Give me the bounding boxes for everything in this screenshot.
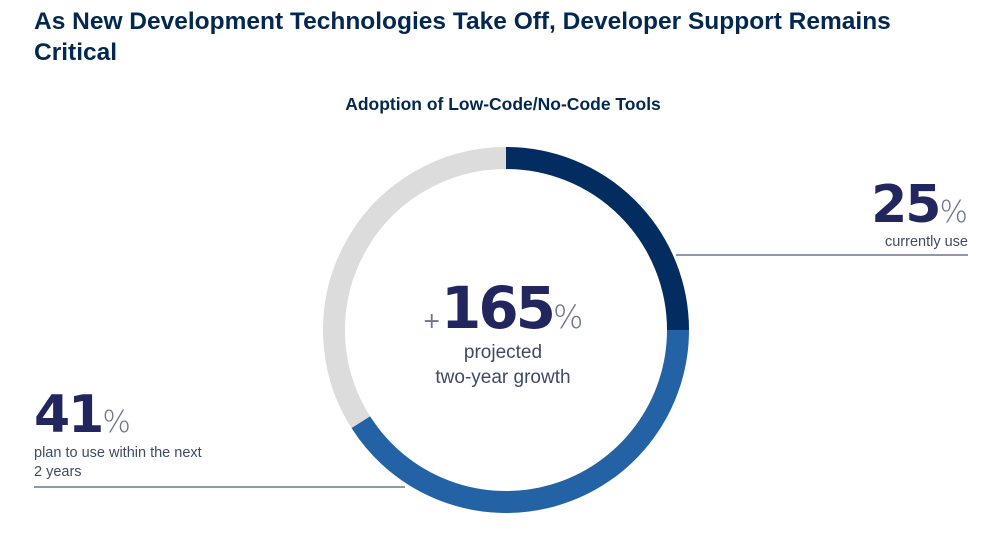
callout-current-unit: % — [939, 195, 968, 230]
callout-currently-use: 25% currently use — [871, 176, 968, 250]
center-caption-line2: two-year growth — [435, 367, 571, 388]
callout-plan-caption: plan to use within the next 2 years — [34, 445, 202, 480]
center-label: +165% projected two-year growth — [380, 276, 626, 390]
page-title: As New Development Technologies Take Off… — [34, 8, 891, 66]
slice-plan-to-use — [351, 329, 689, 513]
center-prefix: + — [422, 309, 441, 334]
slice-remaining — [323, 147, 507, 429]
callout-current-value: 25 — [871, 175, 941, 235]
center-value: 165 — [440, 274, 556, 342]
callout-plan-to-use: 41% plan to use within the next 2 years — [34, 386, 204, 482]
center-caption-line1: projected — [463, 342, 543, 363]
callout-plan-unit: % — [102, 405, 131, 440]
callout-plan-value: 41 — [34, 385, 104, 445]
slice-currently-use — [505, 147, 689, 331]
chart-title: Adoption of Low-Code/No-Code Tools — [345, 94, 661, 114]
center-unit: % — [553, 298, 584, 336]
callout-current-caption: currently use — [884, 234, 968, 250]
